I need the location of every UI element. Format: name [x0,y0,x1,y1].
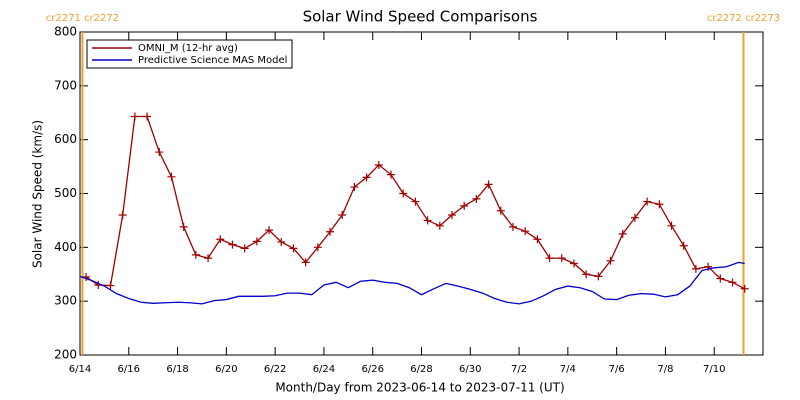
data-point [606,256,615,265]
data-point [252,237,261,246]
data-point [301,258,310,267]
data-point [155,148,164,157]
data-point [399,189,408,198]
data-point [740,284,749,293]
y-axis-label: Solar Wind Speed (km/s) [31,120,45,268]
x-tick-label: 7/6 [609,364,625,375]
x-tick-label: 6/18 [166,364,188,375]
chart-title: Solar Wind Speed Comparisons [303,8,538,26]
data-point [582,270,591,279]
x-tick-label: 7/2 [511,364,527,375]
data-point [204,254,213,263]
y-tick-label: 300 [54,294,77,308]
data-point [679,241,688,250]
data-point [350,183,359,192]
y-tick-label: 200 [54,348,77,362]
data-point [411,197,420,206]
x-axis-label: Month/Day from 2023-06-14 to 2023-07-11 … [275,381,564,395]
data-point [643,197,652,206]
data-point [216,235,225,244]
data-point [569,259,578,268]
data-point [716,274,725,283]
data-point [106,281,115,290]
data-point [447,211,456,220]
carrington-label: cr2272 cr2273 [707,13,780,24]
x-tick-label: 6/24 [313,364,335,375]
data-point [728,278,737,287]
data-point [118,211,127,220]
data-point [362,173,371,182]
x-tick-label: 7/10 [703,364,725,375]
x-tick-label: 7/8 [657,364,673,375]
legend-box [86,39,293,69]
data-point [179,222,188,231]
series-line [79,261,745,305]
y-tick-label: 600 [54,132,77,146]
data-point [655,200,664,209]
data-point [484,180,493,189]
data-point [387,170,396,179]
data-point [435,221,444,230]
x-tick-label: 7/4 [560,364,576,375]
x-tick-label: 6/14 [69,364,91,375]
data-point [167,172,176,181]
data-point [594,272,603,281]
data-point [265,226,274,235]
data-point [557,254,566,263]
legend-label: Predictive Science MAS Model [138,55,287,66]
data-point [423,216,432,225]
data-point [313,243,322,252]
data-point [277,237,286,246]
y-tick-label: 400 [54,240,77,254]
data-point [521,227,530,236]
data-point [667,221,676,230]
data-point [240,244,249,253]
data-point [691,264,700,273]
data-point [472,194,481,203]
x-tick-label: 6/22 [264,364,286,375]
data-point [618,229,627,238]
data-point [630,213,639,222]
y-tick-label: 800 [54,25,77,39]
data-point [545,254,554,263]
data-point [338,211,347,220]
data-point [374,160,383,169]
x-tick-label: 6/20 [215,364,237,375]
data-point [191,250,200,259]
x-tick-label: 6/30 [459,364,481,375]
data-point [326,227,335,236]
y-tick-label: 500 [54,186,77,200]
data-point [533,235,542,244]
data-point [460,201,469,210]
x-tick-label: 6/16 [118,364,140,375]
x-tick-label: 6/28 [410,364,432,375]
carrington-label: cr2271 cr2272 [46,13,119,24]
x-tick-label: 6/26 [361,364,383,375]
y-tick-label: 700 [54,78,77,92]
data-point [143,112,152,121]
data-point [508,222,517,231]
data-point [289,244,298,253]
legend-label: OMNI_M (12-hr avg) [138,43,238,54]
data-point [496,206,505,215]
data-point [130,112,139,121]
data-point [228,240,237,249]
